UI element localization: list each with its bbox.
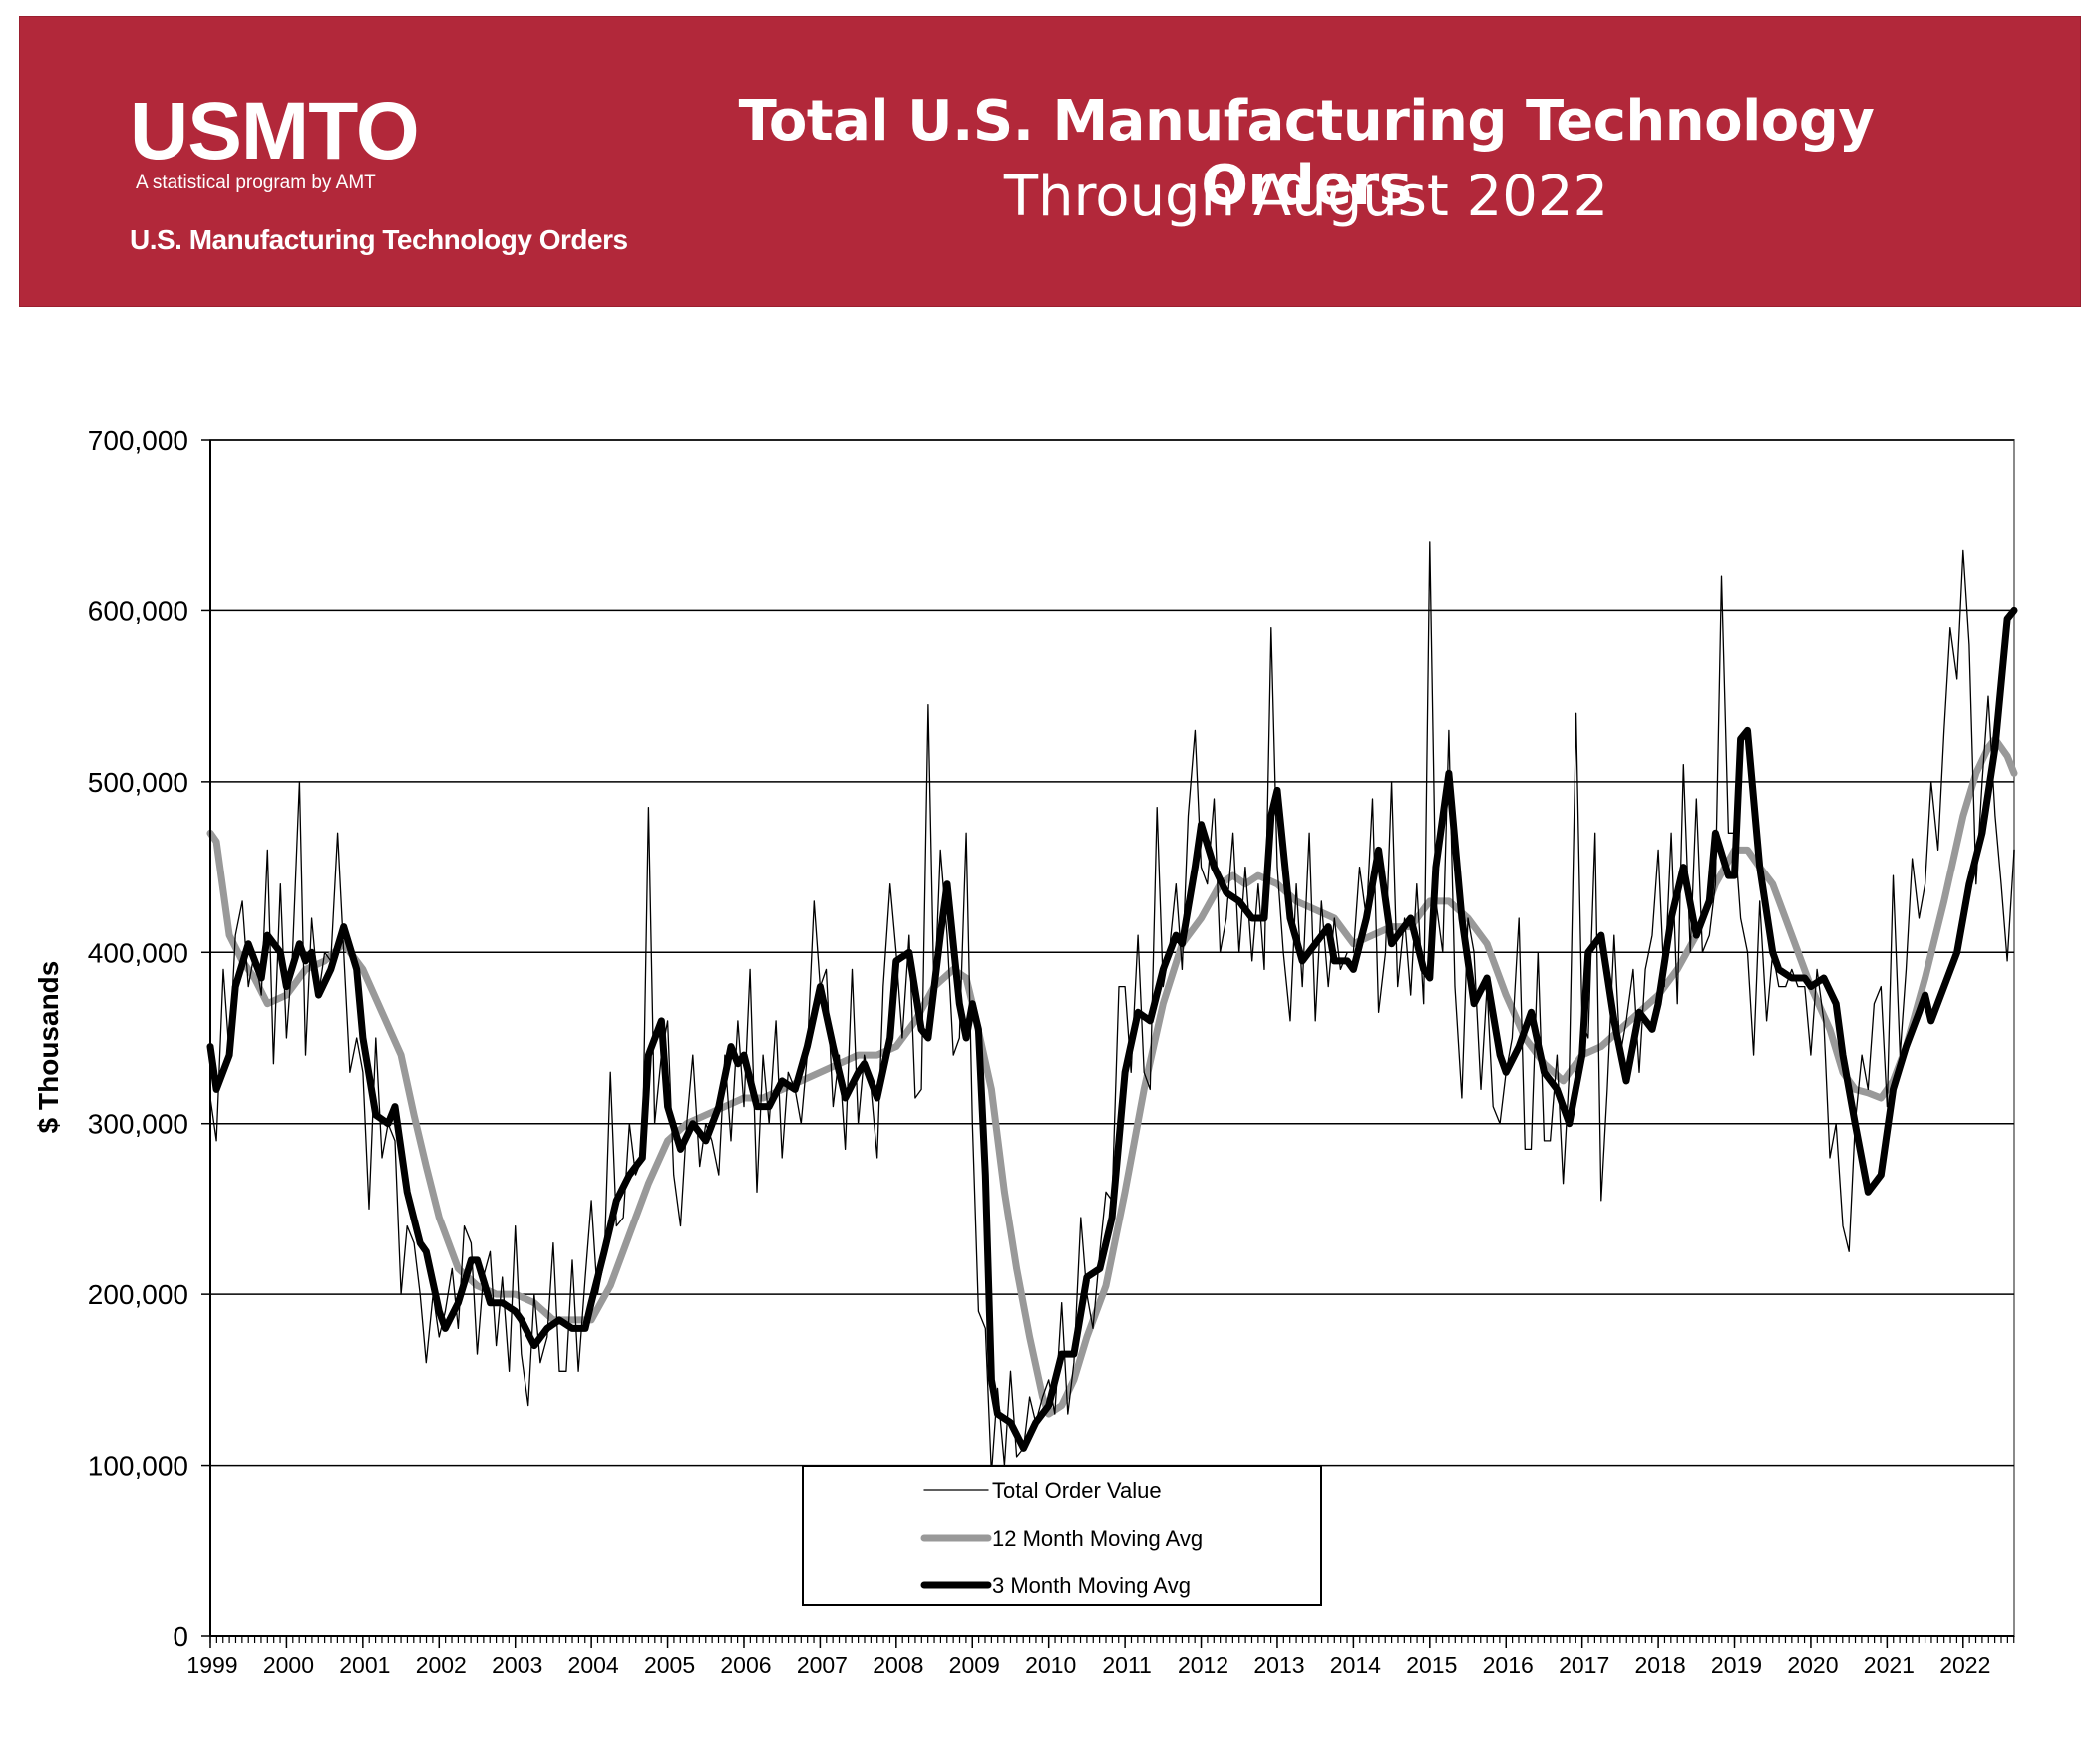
axis-layer: 0 100,000 200,000 300,000 400,000 500,000 600,…: [88, 425, 2015, 1678]
y-tick-label: 100,000: [88, 1451, 188, 1482]
page-title: Total U.S. Manufacturing Technology Orde…: [738, 89, 1875, 218]
y-tick-label: 0: [173, 1621, 188, 1652]
x-tick-label: 2011: [1102, 1652, 1151, 1678]
x-tick-label: 2006: [720, 1652, 771, 1678]
x-tick-label: 2007: [797, 1652, 848, 1678]
x-tick-label: 2000: [263, 1652, 314, 1678]
header-banner: USMTO A statistical program by AMT U.S. …: [19, 16, 2081, 307]
x-tick-label: 2012: [1178, 1652, 1228, 1678]
x-tick-label: 2015: [1406, 1652, 1457, 1678]
x-tick-label: 2016: [1483, 1652, 1534, 1678]
x-tick-label: 2014: [1330, 1652, 1381, 1678]
x-tick-label: 2003: [492, 1652, 542, 1678]
x-tick-label: 2020: [1787, 1652, 1838, 1678]
y-tick-label: 400,000: [88, 937, 188, 968]
series-layer: [206, 541, 2018, 1475]
x-tick-label: 2019: [1711, 1652, 1762, 1678]
x-tick-label: 2005: [644, 1652, 695, 1678]
x-tick-label: 2022: [1939, 1652, 1990, 1678]
logo-wordmark: USMTO: [130, 86, 420, 176]
x-tick-label: 2013: [1253, 1652, 1304, 1678]
x-tick-label: 2001: [339, 1652, 390, 1678]
x-tick-label: 2021: [1864, 1652, 1915, 1678]
page-subtitle: Through August 2022: [1003, 165, 1609, 229]
y-tick-label: 600,000: [88, 595, 188, 626]
legend-label: Total Order Value: [992, 1478, 1162, 1503]
chart-legend: Total Order Value 12 Month Moving Avg 3 Mo…: [802, 1465, 1322, 1606]
x-tick-label: 2010: [1025, 1652, 1076, 1678]
plot-area: [209, 439, 2015, 1637]
usmto-logo: USMTO A statistical program by AMT: [130, 86, 420, 194]
legend-box: [802, 1465, 1322, 1606]
y-tick-label: 200,000: [88, 1279, 188, 1310]
x-tick-label: 2004: [568, 1652, 619, 1678]
y-axis-label: $ Thousands: [33, 961, 64, 1134]
y-tick-label: 700,000: [88, 425, 188, 456]
series-line-3-month-moving-avg: [206, 606, 2018, 1452]
y-tick-label: 500,000: [88, 767, 188, 798]
x-tick-label: 2008: [873, 1652, 923, 1678]
x-tick-label: 2009: [949, 1652, 1000, 1678]
grid-layer: [209, 439, 2015, 1637]
y-tick-label: 300,000: [88, 1109, 188, 1140]
logo-tagline: A statistical program by AMT: [136, 173, 376, 193]
x-tick-label: 2018: [1635, 1652, 1686, 1678]
legend-label: 3 Month Moving Avg: [992, 1573, 1191, 1598]
logo-subtitle: U.S. Manufacturing Technology Orders: [130, 224, 628, 255]
x-tick-label: 2002: [416, 1652, 467, 1678]
x-tick-label: 1999: [186, 1652, 237, 1678]
x-tick-label: 2017: [1559, 1652, 1609, 1678]
legend-label: 12 Month Moving Avg: [992, 1526, 1203, 1551]
